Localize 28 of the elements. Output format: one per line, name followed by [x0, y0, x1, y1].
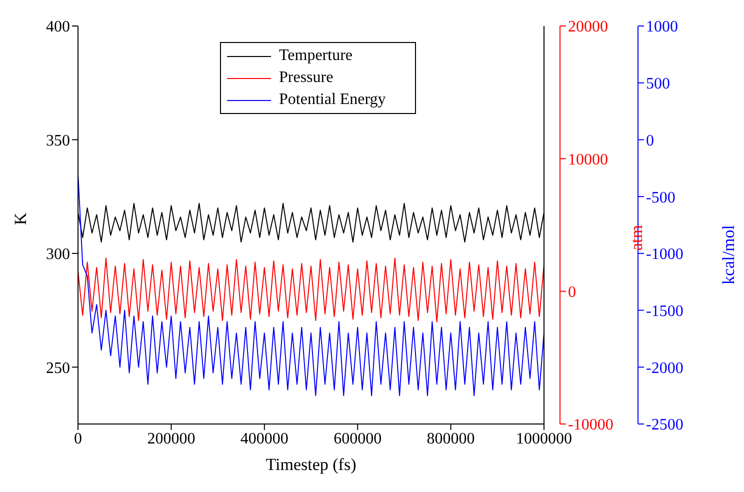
y2-axis-title: atm	[627, 225, 646, 250]
y-tick-label: 350	[46, 132, 70, 150]
y3-tick-label: -1500	[646, 302, 684, 320]
x-tick-label: 200000	[147, 430, 196, 448]
y2-tick-label: 10000	[568, 151, 608, 168]
legend-label: Potential Energy	[279, 91, 386, 109]
y3-tick-label: -500	[646, 189, 676, 206]
y-axis-title: K	[11, 212, 30, 225]
y3-tick-label: -2500	[646, 416, 684, 434]
y-tick-label: 300	[46, 246, 70, 264]
y3-tick-label: 0	[646, 132, 654, 150]
x-tick-label: 600000	[334, 430, 382, 448]
legend-label: Temperture	[279, 47, 353, 65]
legend-label: Pressure	[279, 69, 334, 87]
y3-tick-label: 1000	[646, 18, 678, 36]
x-tick-label: 800000	[426, 430, 475, 448]
y3-tick-label: -2000	[646, 360, 684, 377]
y3-axis-title: kcal/mol	[719, 224, 738, 284]
y2-tick-label: 0	[568, 284, 576, 302]
y3-tick-label: 500	[646, 76, 670, 93]
x-tick-label: 400000	[240, 430, 288, 448]
y3-tick-label: -1000	[646, 246, 684, 264]
y-tick-label: 400	[46, 18, 70, 36]
x-tick-label: 0	[74, 430, 82, 448]
x-axis-title: Timestep (fs)	[266, 455, 356, 474]
line-series	[78, 258, 544, 322]
y-tick-label: 250	[46, 360, 70, 377]
y2-tick-label: 20000	[568, 18, 608, 36]
